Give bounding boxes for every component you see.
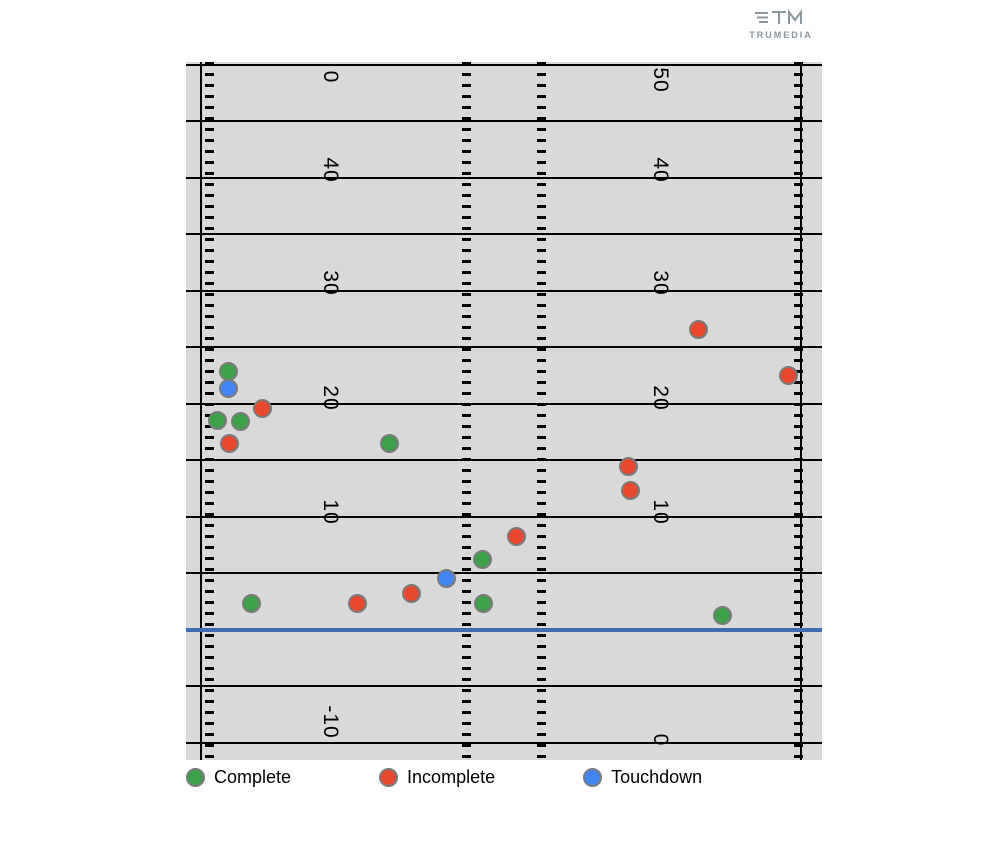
trumedia-logo-icon (755, 9, 802, 24)
yard-number-right: 10 (649, 499, 672, 525)
yard-number-right: 0 (649, 733, 672, 747)
pass-dot-complete[interactable] (231, 412, 250, 431)
legend-item-touchdown[interactable]: Touchdown (583, 767, 702, 788)
yard-line (186, 685, 822, 687)
pass-dot-touchdown[interactable] (437, 569, 456, 588)
pass-dot-incomplete[interactable] (779, 366, 798, 385)
hash-marks-column (537, 62, 546, 760)
yard-number-left: 10 (319, 499, 342, 525)
pass-dot-touchdown[interactable] (219, 379, 238, 398)
pass-dot-complete[interactable] (242, 594, 261, 613)
pass-dot-complete[interactable] (380, 434, 399, 453)
legend-swatch-touchdown (583, 768, 603, 787)
legend-label: Incomplete (407, 767, 496, 787)
pass-dot-incomplete[interactable] (621, 481, 640, 500)
pass-dot-incomplete[interactable] (348, 594, 367, 613)
trumedia-logo-text: TRUMEDIA (749, 30, 813, 40)
yard-line (186, 177, 822, 179)
yard-number-left: -10 (319, 705, 342, 739)
pass-dot-complete[interactable] (713, 606, 732, 625)
hash-marks-column (462, 62, 471, 760)
yard-line (186, 742, 822, 744)
yard-line (186, 572, 822, 574)
pass-dot-incomplete[interactable] (619, 457, 638, 476)
yard-number-right: 40 (649, 157, 672, 183)
pass-dot-complete[interactable] (474, 594, 493, 613)
yard-line (186, 233, 822, 235)
field: 0 40 30 20 10 -10 50 40 30 20 10 0 (186, 62, 822, 760)
yard-number-left: 30 (319, 270, 342, 296)
yard-line (186, 120, 822, 122)
legend-swatch-incomplete (379, 768, 399, 787)
legend-label: Touchdown (611, 767, 703, 787)
yard-number-right: 20 (649, 385, 672, 411)
yard-number-left: 20 (319, 385, 342, 411)
hash-marks-column (794, 62, 803, 760)
yard-line (186, 516, 822, 518)
sideline (200, 62, 202, 760)
pass-dot-incomplete[interactable] (253, 399, 272, 418)
yard-number-right: 30 (649, 270, 672, 296)
yard-line (186, 459, 822, 461)
legend: Complete Incomplete Touchdown (186, 767, 702, 788)
legend-item-incomplete[interactable]: Incomplete (379, 767, 495, 788)
line-of-scrimmage (186, 628, 822, 632)
legend-item-complete[interactable]: Complete (186, 767, 291, 788)
pass-dot-incomplete[interactable] (507, 527, 526, 546)
trumedia-logo: TRUMEDIA (745, 8, 817, 40)
yard-line (186, 403, 822, 405)
pass-dot-complete[interactable] (473, 550, 492, 569)
legend-swatch-complete (186, 768, 205, 787)
legend-label: Complete (214, 767, 292, 787)
yard-number-left: 40 (319, 157, 342, 183)
yard-line (186, 346, 822, 348)
pass-dot-incomplete[interactable] (220, 434, 239, 453)
yard-number-left: 0 (319, 70, 342, 84)
pass-dot-complete[interactable] (208, 411, 227, 430)
yard-line (186, 290, 822, 292)
hash-marks-column (205, 62, 214, 760)
yard-line (186, 64, 822, 66)
pass-dot-incomplete[interactable] (689, 320, 708, 339)
yard-number-right: 50 (649, 67, 672, 93)
pass-dot-incomplete[interactable] (402, 584, 421, 603)
